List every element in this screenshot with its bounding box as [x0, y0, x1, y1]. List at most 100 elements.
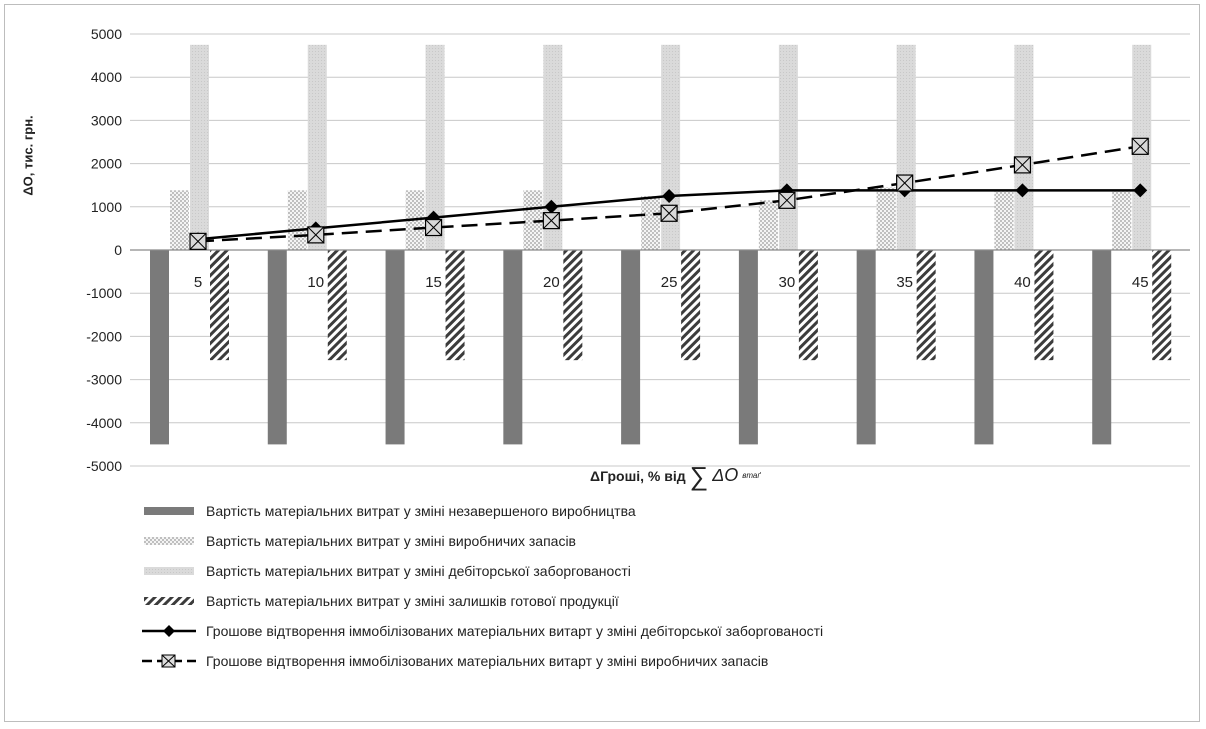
bar-2-45	[1112, 190, 1132, 250]
bar-4-10	[327, 250, 347, 361]
legend-label-receivables: Вартість матеріальних витрат у зміні деб…	[206, 563, 631, 579]
y-tick-label: 2000	[91, 156, 122, 172]
legend-item-wip: Вартість матеріальних витрат у зміні нез…	[140, 496, 1140, 526]
y-tick-label: -2000	[86, 328, 122, 344]
line-2-marker-40	[1013, 156, 1032, 174]
bar-1-5	[150, 250, 169, 445]
bar-4-45	[1152, 250, 1172, 361]
marker-backslash	[189, 233, 207, 250]
marker-backslash	[425, 219, 442, 236]
y-tick-label: 4000	[91, 69, 122, 85]
legend-swatch-line-receivables	[140, 623, 198, 639]
bar-4-40	[1034, 250, 1054, 361]
bar-4-30	[798, 250, 818, 361]
bar-3-35	[896, 44, 916, 250]
x-tick-label: 45	[1132, 274, 1149, 291]
y-axis-ticks: -5000 -4000 -3000 -2000 -1000 0 1000 2000 3000 40…	[86, 26, 122, 474]
line-2-marker-35	[896, 174, 914, 192]
legend-label-stocks: Вартість матеріальних витрат у зміні вир…	[206, 533, 576, 549]
x-tick-label: 20	[543, 274, 560, 291]
sigma-symbol: ∑	[689, 460, 709, 491]
legend-swatch-finished-goods	[140, 593, 198, 609]
marker-backslash	[307, 226, 325, 244]
bar-1-35	[856, 250, 876, 445]
bar-3-15	[425, 44, 445, 250]
line-1-marker-40	[1015, 183, 1030, 198]
legend-item-finished-goods: Вартість матеріальних витрат у зміні зал…	[140, 586, 1140, 616]
y-tick-label: 1000	[91, 199, 122, 215]
legend: Вартість матеріальних витрат у зміні нез…	[140, 496, 1140, 676]
bar-2-40	[994, 190, 1014, 250]
bar-1-10	[267, 250, 287, 445]
y-tick-label: 3000	[91, 112, 122, 128]
gridlines	[130, 33, 1190, 467]
delta-o-symbol: ΔO	[712, 465, 739, 485]
bar-4-35	[916, 250, 936, 361]
y-tick-label: -5000	[86, 458, 122, 474]
line-2-marker-5	[189, 232, 207, 250]
legend-label-finished-goods: Вартість матеріальних витрат у зміні зал…	[206, 593, 619, 609]
marker-backslash	[778, 191, 796, 209]
marker-backslash	[542, 212, 560, 229]
x-tick-label: 25	[661, 274, 678, 291]
line-1-marker-45	[1133, 183, 1148, 198]
line-1-marker-20	[544, 199, 559, 214]
bar-3-20	[543, 44, 563, 250]
x-tick-label: 30	[779, 274, 796, 291]
bar-2-30	[758, 200, 778, 250]
legend-label-line-receivables: Грошове відтворення іммобілізованих мате…	[206, 623, 824, 639]
bar-4-25	[681, 250, 701, 361]
x-axis-title-main: ΔГроші, % від	[590, 467, 686, 484]
line-1-marker-25	[662, 189, 677, 203]
y-axis-title-wrap: ΔO, тис. грн.	[18, 115, 38, 195]
delta-o-subscript: втаґ	[742, 471, 761, 480]
y-tick-label: -3000	[86, 372, 122, 388]
x-tick-label: 40	[1014, 274, 1031, 291]
bar-4-20	[563, 250, 583, 361]
legend-item-stocks: Вартість матеріальних витрат у зміні вир…	[140, 526, 1140, 556]
line-2-marker-10	[307, 226, 325, 244]
y-tick-label: -4000	[86, 415, 122, 431]
bar-1-25	[621, 250, 641, 445]
x-axis-ticks: 5 10 15 20 25 30 35 40 45	[194, 274, 1149, 291]
legend-label-wip: Вартість матеріальних витрат у зміні нез…	[206, 503, 636, 519]
legend-item-line-stocks: Грошове відтворення іммобілізованих мате…	[140, 646, 1140, 676]
y-tick-label: -1000	[86, 285, 122, 301]
bar-1-15	[385, 250, 405, 445]
bar-4-15	[445, 250, 465, 361]
bar-2-20	[523, 190, 543, 250]
bar-3-10	[307, 44, 327, 250]
x-axis-title: ΔГроші, % від ∑ ΔO втаґ	[590, 460, 761, 491]
x-tick-label: 10	[307, 274, 324, 291]
legend-swatch-wip	[140, 503, 198, 519]
bar-2-5	[170, 190, 189, 250]
bar-1-45	[1092, 250, 1112, 445]
bar-4-5	[210, 250, 229, 361]
marker-backslash	[1131, 137, 1149, 155]
line-2-marker-15	[424, 218, 443, 237]
bar-2-35	[876, 187, 896, 250]
line-2-marker-30	[778, 191, 796, 209]
bar-3-40	[1014, 44, 1034, 250]
bar-1-30	[738, 250, 758, 445]
bars	[150, 44, 1172, 445]
y-axis-title: ΔO, тис. грн.	[20, 115, 36, 196]
legend-item-receivables: Вартість матеріальних витрат у зміні деб…	[140, 556, 1140, 586]
marker-backslash	[896, 174, 914, 192]
x-tick-label: 5	[194, 274, 202, 291]
x-tick-label: 15	[425, 274, 442, 291]
legend-label-line-stocks: Грошове відтворення іммобілізованих мате…	[206, 653, 769, 669]
line-2-marker-20	[542, 212, 560, 230]
bar-2-25	[641, 196, 661, 250]
legend-swatch-stocks	[140, 533, 198, 549]
bar-1-40	[974, 250, 994, 445]
bar-3-30	[778, 44, 798, 250]
marker-backslash	[660, 204, 678, 222]
legend-swatch-receivables	[140, 563, 198, 579]
chart-frame	[4, 4, 1200, 722]
marker-backslash	[1014, 156, 1031, 174]
bar-3-5	[190, 44, 209, 250]
bar-2-10	[287, 190, 307, 250]
x-tick-label: 35	[896, 274, 913, 291]
